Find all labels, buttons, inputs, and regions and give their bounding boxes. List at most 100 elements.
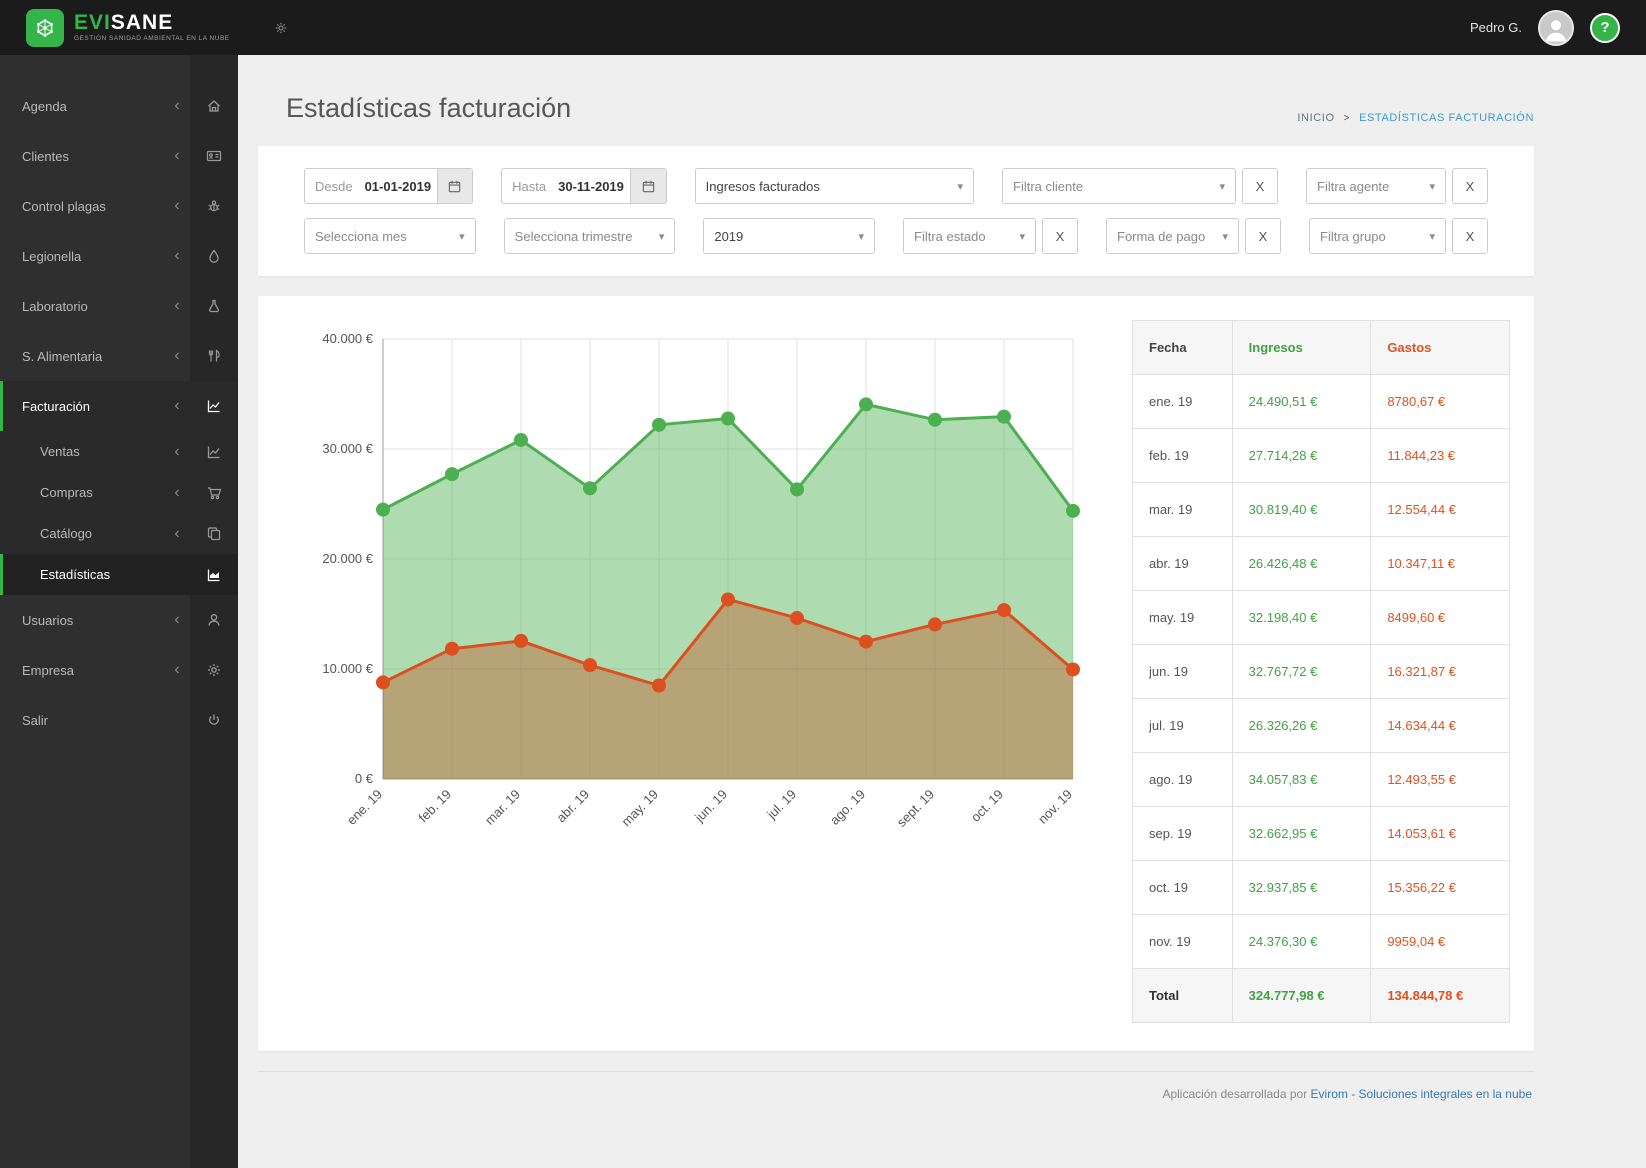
table-header-row: Fecha Ingresos Gastos [1132,320,1510,375]
user-name[interactable]: Pedro G. [1469,20,1522,35]
row-ingresos: 32.767,72 € [1231,644,1372,699]
date-from-label: Desde [315,178,353,194]
date-to-control: Hasta [501,168,667,204]
row-gastos: 14.053,61 € [1370,806,1510,861]
chevron-left-icon: ‹ [174,247,180,264]
svg-text:may. 19: may. 19 [618,787,661,830]
sidebar-item-ventas[interactable]: Ventas ‹ [0,431,238,472]
agent-filter-select[interactable]: Filtra agente ▾ [1306,168,1446,204]
table-row: mar. 19 30.819,40 €12.554,44 € [1132,482,1510,537]
table-total-row: Total 324.777,98 € 134.844,78 € [1132,968,1510,1023]
main-content: Estadísticas facturación INICIO > ESTADÍ… [238,55,1646,1168]
sidebar-item-empresa[interactable]: Empresa ‹ [0,645,238,695]
row-ingresos: 27.714,28 € [1231,428,1372,483]
sidebar-item-label: Legionella [22,248,82,264]
chevron-left-icon: ‹ [174,347,180,364]
row-date: jul. 19 [1132,698,1233,753]
address-card-icon [190,148,238,164]
clear-status-filter-button[interactable]: X [1042,218,1079,254]
page-head: Estadísticas facturación INICIO > ESTADÍ… [286,93,1534,124]
sidebar-item-salir[interactable]: Salir [0,695,238,745]
row-ingresos: 32.662,95 € [1231,806,1372,861]
status-filter-placeholder: Filtra estado [914,228,986,244]
row-gastos: 10.347,11 € [1370,536,1510,591]
sidebar-item-compras[interactable]: Compras ‹ [0,472,238,513]
chevron-down-icon: ▾ [858,230,865,243]
sidebar-item-usuarios[interactable]: Usuarios ‹ [0,595,238,645]
sidebar-item-label: Clientes [22,148,69,164]
clear-group-filter-button[interactable]: X [1452,218,1489,254]
sidebar-item-clientes[interactable]: Clientes ‹ [0,131,238,181]
chevron-left-icon: ‹ [174,524,180,542]
sidebar-item-label: S. Alimentaria [22,348,103,364]
group-filter-placeholder: Filtra grupo [1320,228,1386,244]
quarter-select[interactable]: Selecciona trimestre ▾ [503,218,676,254]
row-gastos: 12.493,55 € [1370,752,1510,807]
row-ingresos: 32.937,85 € [1231,860,1372,915]
row-gastos: 12.554,44 € [1370,482,1510,537]
month-select[interactable]: Selecciona mes ▾ [304,218,476,254]
row-date: mar. 19 [1132,482,1233,537]
chevron-left-icon: ‹ [174,397,180,414]
row-gastos: 16.321,87 € [1370,644,1510,699]
sidebar-item-catalogo[interactable]: Catálogo ‹ [0,513,238,554]
table-row: abr. 19 26.426,48 €10.347,11 € [1132,536,1510,591]
brand-logo[interactable]: EVISANE GESTIÓN SANIDAD AMBIENTAL EN LA … [26,8,230,47]
clear-payment-filter-button[interactable]: X [1245,218,1282,254]
flask-icon [190,298,238,314]
table-row: ago. 19 34.057,83 €12.493,55 € [1132,752,1510,807]
row-ingresos: 30.819,40 € [1231,482,1372,537]
sidebar-item-label: Estadísticas [40,567,111,582]
help-button[interactable]: ? [1590,12,1620,43]
group-filter-select[interactable]: Filtra grupo ▾ [1309,218,1447,254]
payment-method-placeholder: Forma de pago [1117,228,1206,244]
settings-gear-icon[interactable] [274,21,288,35]
header-ingresos: Ingresos [1231,320,1372,375]
breadcrumb-home-link[interactable]: INICIO [1297,112,1335,124]
date-from-control: Desde [304,168,474,204]
date-from-input[interactable] [362,169,437,203]
status-filter-select[interactable]: Filtra estado ▾ [903,218,1037,254]
sidebar-item-label: Control plagas [22,198,106,214]
billing-table: Fecha Ingresos Gastos ene. 19 24.490,51 €… [1132,320,1510,1023]
sidebar-item-facturacion[interactable]: Facturación ‹ [0,381,238,431]
chart-line-icon [190,444,238,460]
payment-method-select[interactable]: Forma de pago ▾ [1106,218,1240,254]
year-select[interactable]: 2019 ▾ [703,218,876,254]
chart-area-icon [190,567,238,583]
billing-chart: 0 € 10.000 € 20.000 € 30.000 € 40.000 € ene. … [298,324,1098,859]
clear-agent-filter-button[interactable]: X [1452,168,1488,204]
filters-row-1: Desde Hasta Ingresos facturados ▾ [304,168,1488,204]
sidebar-item-estadisticas[interactable]: Estadísticas [0,554,238,595]
sidebar-item-laboratorio[interactable]: Laboratorio ‹ [0,281,238,331]
sidebar-item-control-plagas[interactable]: Control plagas ‹ [0,181,238,231]
sidebar-item-agenda[interactable]: Agenda ‹ [0,81,238,131]
calendar-icon[interactable] [436,169,473,203]
user-avatar[interactable] [1538,9,1574,46]
brand-text: EVISANE GESTIÓN SANIDAD AMBIENTAL EN LA … [74,12,230,43]
sidebar-item-label: Facturación [22,398,90,414]
chevron-left-icon: ‹ [174,661,180,678]
sidebar-item-label: Compras [40,485,93,500]
client-filter-select[interactable]: Filtra cliente ▾ [1002,168,1236,204]
row-ingresos: 24.376,30 € [1231,914,1372,969]
calendar-icon[interactable] [630,169,666,203]
chevron-left-icon: ‹ [174,297,180,314]
filters-row-2: Selecciona mes ▾ Selecciona trimestre ▾ … [304,218,1489,254]
sidebar-item-s-alimentaria[interactable]: S. Alimentaria ‹ [0,331,238,381]
footer-link[interactable]: Evirom - Soluciones integrales en la nub… [1310,1087,1532,1101]
home-icon [190,98,238,114]
power-icon [190,712,238,728]
table-row: nov. 19 24.376,30 €9959,04 € [1132,914,1510,969]
report-type-select[interactable]: Ingresos facturados ▾ [694,168,974,204]
utensils-icon [190,348,238,364]
row-date: feb. 19 [1132,428,1233,483]
svg-text:40.000 €: 40.000 € [322,331,373,346]
chevron-left-icon: ‹ [174,483,180,501]
clear-client-filter-button[interactable]: X [1242,168,1278,204]
sidebar-item-legionella[interactable]: Legionella ‹ [0,231,238,281]
chevron-left-icon: ‹ [174,197,180,214]
row-gastos: 8499,60 € [1370,590,1510,645]
date-to-input[interactable] [556,169,631,203]
